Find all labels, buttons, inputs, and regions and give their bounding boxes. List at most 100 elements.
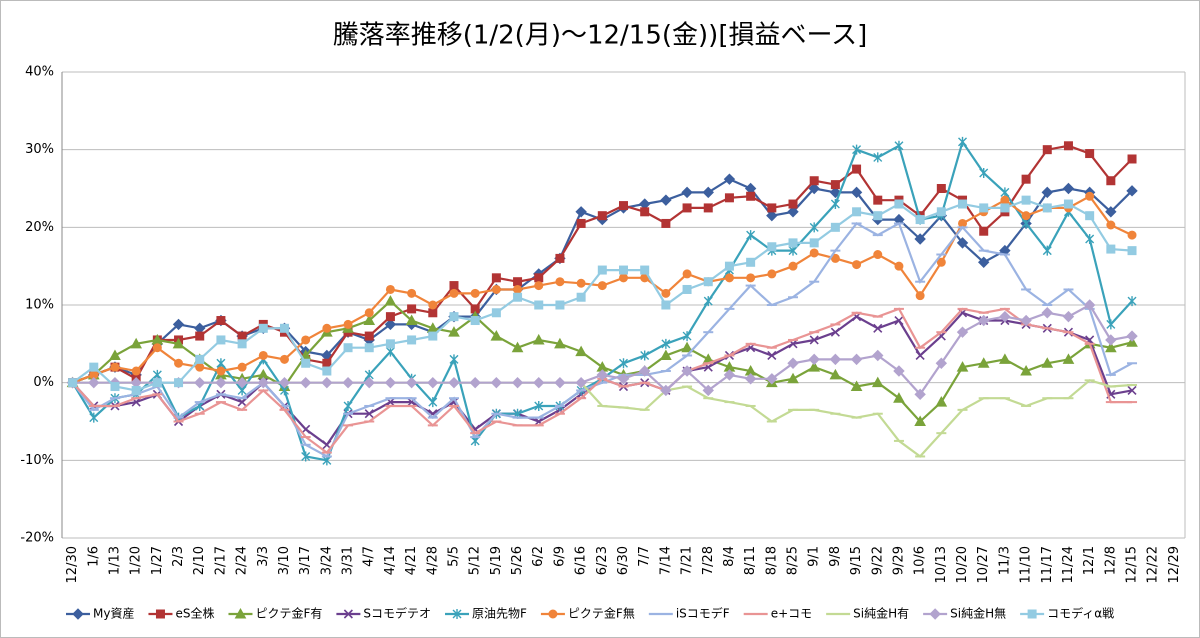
marker — [131, 385, 141, 395]
legend-label: eS全株 — [175, 606, 214, 621]
marker — [131, 366, 141, 376]
marker — [576, 292, 586, 302]
x-tick-label: 6/9 — [552, 546, 567, 567]
marker — [871, 376, 884, 388]
x-tick-label: 5/19 — [489, 546, 504, 575]
legend-label: Si純金H有 — [853, 606, 909, 621]
marker — [850, 380, 863, 392]
marker — [894, 140, 904, 151]
marker — [979, 203, 989, 213]
marker — [428, 331, 438, 341]
marker — [872, 349, 884, 362]
marker — [428, 308, 438, 318]
x-tick-label: 12/22 — [1146, 546, 1161, 583]
marker — [681, 341, 693, 353]
marker — [278, 376, 291, 389]
chart-title: 騰落率推移(1/2(月)～12/15(金))[損益ベース] — [333, 21, 868, 51]
marker — [155, 609, 165, 619]
marker — [1042, 245, 1052, 256]
legend-item: e+コモ — [743, 607, 812, 621]
marker — [915, 350, 925, 361]
marker — [1000, 203, 1010, 213]
marker — [915, 215, 925, 225]
marker — [703, 277, 713, 287]
marker — [195, 362, 205, 372]
marker — [1126, 336, 1138, 347]
marker — [787, 372, 799, 384]
x-tick-label: 3/10 — [277, 546, 292, 575]
x-tick-label: 9/1 — [807, 546, 822, 567]
x-tick-label: 8/11 — [743, 546, 758, 575]
marker — [88, 376, 100, 389]
marker — [682, 269, 692, 279]
x-tick-label: 2/10 — [192, 546, 207, 575]
marker — [1021, 211, 1031, 221]
x-tick-label: 6/23 — [595, 546, 610, 575]
marker — [1021, 174, 1031, 184]
legend-label: My資産 — [93, 606, 134, 621]
marker — [724, 193, 734, 203]
marker — [490, 376, 503, 389]
marker — [893, 365, 905, 377]
marker — [703, 203, 713, 213]
marker — [279, 323, 289, 333]
marker — [661, 338, 671, 349]
marker — [174, 358, 184, 368]
x-tick-label: 11/24 — [1061, 546, 1076, 583]
marker — [914, 415, 926, 426]
marker — [258, 323, 268, 333]
marker — [237, 331, 247, 341]
x-tick-label: 2/17 — [213, 546, 228, 575]
marker — [661, 288, 671, 298]
marker — [1127, 296, 1137, 307]
marker — [596, 369, 609, 381]
marker — [597, 281, 607, 291]
marker — [216, 366, 226, 376]
marker — [682, 203, 692, 213]
marker — [956, 326, 969, 338]
marker — [449, 281, 459, 291]
marker — [619, 273, 628, 283]
x-tick-label: 6/16 — [574, 546, 589, 575]
marker — [321, 376, 333, 389]
x-tick-label: 1/20 — [129, 546, 144, 575]
marker — [893, 392, 905, 403]
marker — [257, 376, 269, 389]
marker — [723, 369, 736, 381]
marker — [830, 199, 840, 210]
marker — [342, 376, 354, 389]
marker — [428, 397, 438, 408]
marker — [619, 358, 628, 369]
marker — [89, 362, 99, 372]
marker — [575, 345, 587, 357]
x-tick-label: 9/15 — [849, 546, 864, 575]
marker — [809, 222, 819, 233]
marker — [452, 609, 462, 619]
marker — [852, 207, 862, 217]
marker — [746, 273, 756, 283]
x-tick-label: 12/1 — [1082, 546, 1097, 575]
marker — [1085, 191, 1095, 201]
marker — [660, 349, 672, 360]
marker — [236, 376, 248, 389]
marker — [576, 278, 586, 288]
marker — [788, 238, 798, 248]
marker — [407, 288, 417, 298]
marker — [299, 376, 312, 389]
marker — [322, 366, 332, 376]
marker — [1000, 195, 1010, 205]
x-tick-label: 7/7 — [637, 546, 652, 567]
marker — [216, 335, 226, 345]
marker — [554, 376, 566, 389]
legend-item: Si純金H無 — [923, 606, 1006, 621]
y-tick-label: 20% — [25, 220, 54, 235]
marker — [850, 186, 863, 199]
marker — [405, 376, 418, 389]
marker — [619, 201, 628, 211]
marker — [958, 136, 968, 147]
marker — [576, 218, 586, 228]
marker — [490, 330, 503, 341]
x-tick-label: 3/17 — [298, 546, 313, 575]
marker — [448, 326, 460, 337]
marker — [638, 365, 651, 377]
